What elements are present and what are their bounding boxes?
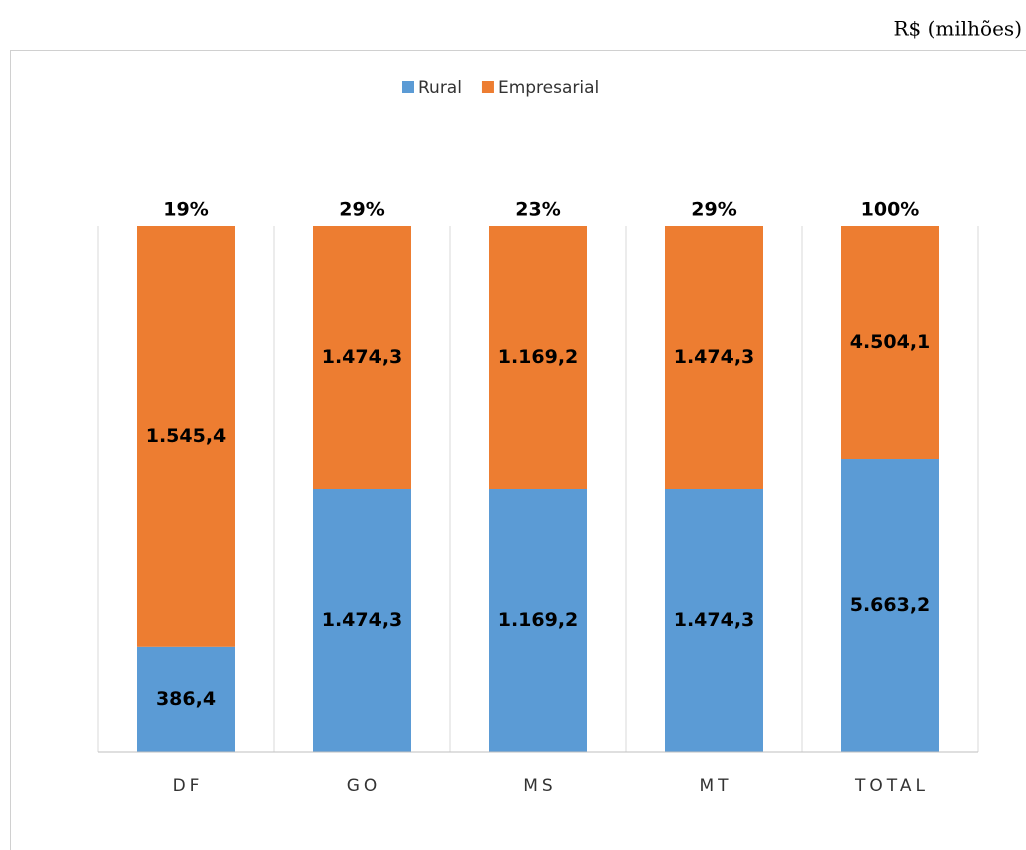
- bar-segment: [841, 226, 939, 460]
- top-label: 29%: [691, 199, 736, 221]
- x-tick-label: MT: [699, 776, 732, 796]
- x-tick-label: DF: [173, 776, 204, 796]
- data-label: 1.474,3: [322, 609, 403, 631]
- legend-swatch: [402, 81, 414, 93]
- data-label: 1.474,3: [674, 609, 755, 631]
- top-label: 100%: [861, 199, 920, 221]
- x-tick-label: GO: [347, 776, 382, 796]
- bar-segment: [489, 489, 587, 752]
- bar-segment: [137, 646, 235, 752]
- bar-segment: [665, 226, 763, 489]
- data-label: 4.504,1: [850, 331, 931, 353]
- unit-label: R$ (milhões): [893, 17, 1022, 41]
- top-label: 29%: [339, 199, 384, 221]
- data-label: 1.169,2: [498, 609, 579, 631]
- chart-frame: [10, 50, 1026, 850]
- data-label: 1.169,2: [498, 346, 579, 368]
- bar-segment: [313, 226, 411, 489]
- top-label: 23%: [515, 199, 560, 221]
- bar-segment: [137, 226, 235, 647]
- top-label: 19%: [163, 199, 208, 221]
- data-label: 1.474,3: [322, 346, 403, 368]
- data-label: 5.663,2: [850, 594, 931, 616]
- data-label: 1.474,3: [674, 346, 755, 368]
- bar-segment: [313, 489, 411, 752]
- bar-segment: [665, 489, 763, 752]
- legend-label: Empresarial: [498, 78, 599, 98]
- data-label: 1.545,4: [146, 425, 227, 447]
- data-label: 386,4: [156, 688, 216, 710]
- legend-label: Rural: [418, 78, 462, 98]
- legend-swatch: [481, 81, 494, 93]
- x-tick-label: TOTAL: [854, 776, 929, 796]
- bar-segment: [489, 226, 587, 489]
- bar-segment: [841, 459, 939, 752]
- x-tick-label: MS: [523, 776, 556, 796]
